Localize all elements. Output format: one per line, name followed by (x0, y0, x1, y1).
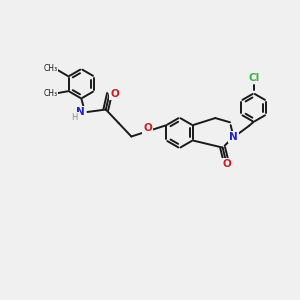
Text: N: N (229, 132, 238, 142)
Text: CH₃: CH₃ (44, 89, 58, 98)
Text: H: H (71, 113, 78, 122)
Text: O: O (110, 88, 119, 99)
Text: O: O (143, 123, 152, 134)
Text: Cl: Cl (248, 73, 259, 83)
Text: N: N (76, 107, 85, 117)
Text: CH₃: CH₃ (44, 64, 58, 73)
Text: O: O (222, 159, 231, 169)
